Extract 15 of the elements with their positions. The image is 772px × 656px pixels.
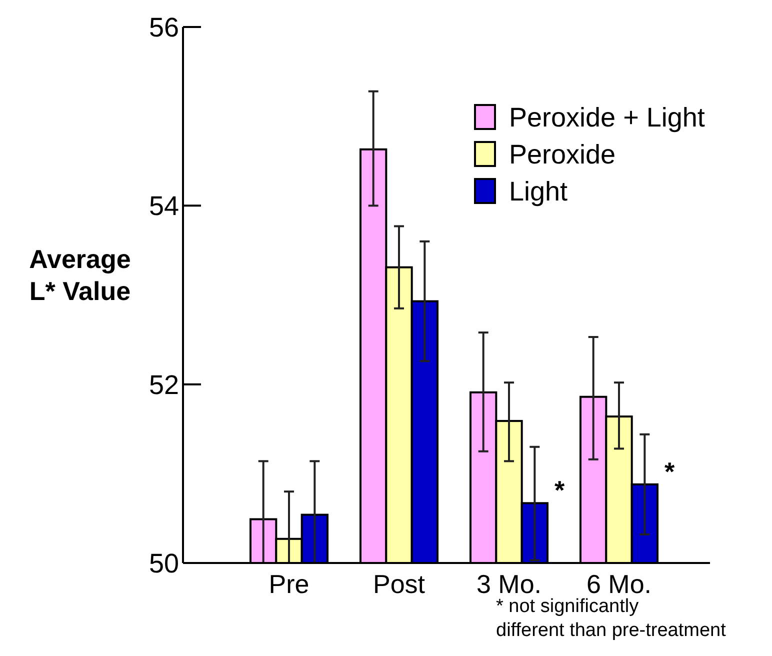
annotation: * [664,456,676,486]
y-tick-label: 52 [148,370,179,400]
annotation: * [554,475,566,506]
legend-label: Light [509,176,568,206]
y-tick-label: 50 [148,548,179,578]
legend-label: Peroxide + Light [509,102,706,132]
x-tick-label: 6 Mo. [586,569,652,599]
x-tick-label: Post [372,569,426,599]
y-axis-title: Average L* Value [29,244,131,306]
y-tick-label: 54 [148,191,179,222]
x-tick-label: Pre [268,569,310,599]
x-tick-label: 3 Mo. [476,569,542,599]
y-tick-label: 56 [148,12,179,42]
legend-label: Peroxide [509,139,616,170]
text: * not significantly different than pre-treatment [496,596,727,641]
